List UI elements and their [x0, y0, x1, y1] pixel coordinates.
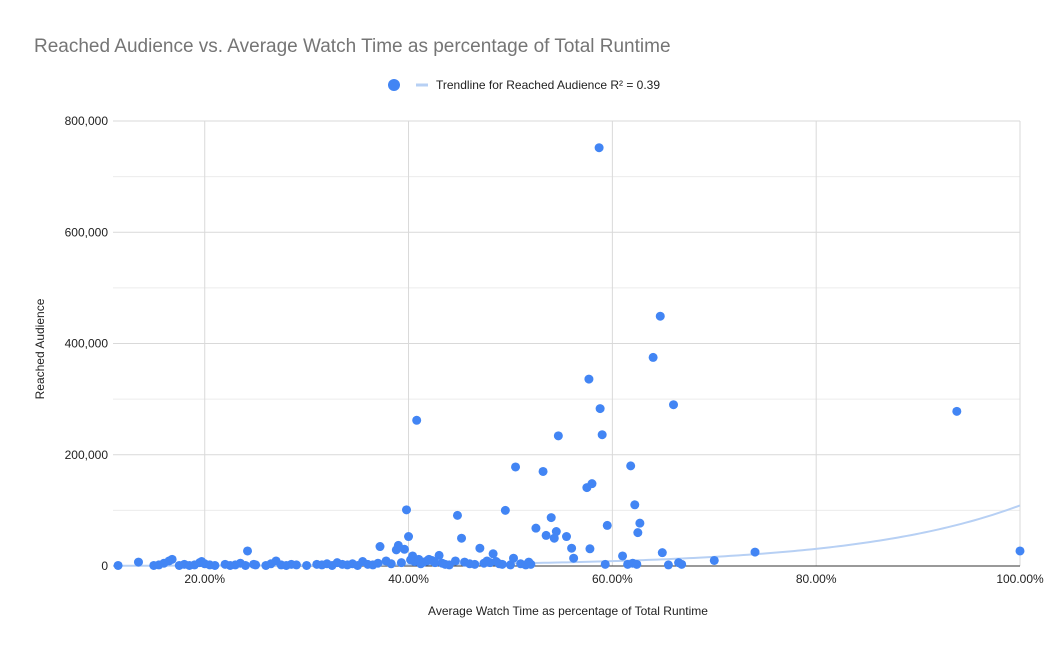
- data-point: [457, 533, 467, 543]
- data-point: [602, 520, 612, 530]
- y-axis-ticks: 0 200,000 400,000 600,000 800,000: [65, 114, 109, 573]
- legend-label-trendline: Trendline for Reached Audience R² = 0.39: [436, 78, 660, 92]
- data-point: [386, 559, 396, 569]
- data-point: [375, 542, 385, 552]
- x-axis-ticks: 20.00% 40.00% 60.00% 80.00% 100.00%: [184, 572, 1044, 586]
- data-point: [600, 559, 610, 569]
- y-tick-label: 400,000: [65, 337, 109, 351]
- data-point: [452, 510, 462, 520]
- data-point: [291, 560, 301, 570]
- data-point: [1015, 546, 1025, 556]
- data-point: [412, 415, 422, 425]
- y-tick-label: 200,000: [65, 448, 109, 462]
- data-point: [553, 431, 563, 441]
- data-point: [585, 544, 595, 554]
- data-point: [546, 513, 556, 523]
- data-point: [648, 352, 658, 362]
- data-point: [133, 557, 143, 567]
- data-point: [531, 523, 541, 533]
- y-tick-label: 800,000: [65, 114, 109, 128]
- data-point: [669, 400, 679, 410]
- data-point: [663, 560, 673, 570]
- data-point: [526, 559, 536, 569]
- data-point: [243, 546, 253, 556]
- data-point: [402, 505, 411, 515]
- legend: Trendline for Reached Audience R² = 0.39: [388, 78, 660, 92]
- data-point: [509, 553, 519, 563]
- data-point: [618, 551, 628, 561]
- x-tick-label: 60.00%: [592, 572, 633, 586]
- gridlines: [113, 120, 1021, 567]
- x-tick-label: 80.00%: [796, 572, 837, 586]
- data-point: [750, 547, 760, 557]
- chart-title: Reached Audience vs. Average Watch Time …: [34, 36, 671, 57]
- data-point: [404, 532, 414, 542]
- data-point: [396, 558, 406, 568]
- data-point: [497, 559, 507, 569]
- data-point: [569, 553, 579, 563]
- data-point: [551, 527, 561, 537]
- y-tick-label: 600,000: [65, 225, 109, 239]
- data-point: [635, 518, 645, 528]
- data-point: [567, 543, 577, 553]
- data-point: [595, 404, 605, 414]
- y-axis-title: Reached Audience: [33, 298, 47, 399]
- data-point: [488, 549, 498, 559]
- data-point: [626, 461, 636, 471]
- legend-marker-reached-audience: [388, 79, 400, 91]
- data-point: [594, 143, 604, 153]
- data-point: [434, 550, 444, 560]
- data-point: [562, 532, 571, 542]
- data-point: [657, 548, 667, 558]
- data-point: [632, 559, 642, 569]
- data-point: [709, 555, 719, 565]
- data-point: [470, 559, 480, 569]
- x-tick-label: 20.00%: [184, 572, 225, 586]
- x-tick-label: 100.00%: [996, 572, 1044, 586]
- data-point: [538, 466, 548, 476]
- data-point: [167, 554, 177, 564]
- data-point: [399, 544, 409, 554]
- data-point: [430, 558, 440, 568]
- data-point: [251, 560, 261, 570]
- data-point: [633, 528, 643, 538]
- data-point: [630, 500, 640, 510]
- data-point: [450, 556, 460, 566]
- data-point: [952, 406, 962, 416]
- data-point: [584, 374, 594, 384]
- data-point: [655, 311, 665, 321]
- data-point: [475, 543, 485, 553]
- data-point: [587, 479, 597, 489]
- y-tick-label: 0: [101, 559, 108, 573]
- data-points: [113, 143, 1025, 570]
- x-axis-title: Average Watch Time as percentage of Tota…: [428, 604, 708, 618]
- data-point: [210, 560, 220, 570]
- data-point: [677, 559, 687, 569]
- data-point: [500, 505, 510, 515]
- x-tick-label: 40.00%: [388, 572, 429, 586]
- data-point: [541, 530, 551, 540]
- data-point: [505, 560, 515, 570]
- data-point: [302, 560, 312, 570]
- data-point: [597, 430, 607, 440]
- data-point: [113, 560, 123, 570]
- data-point: [373, 558, 383, 568]
- data-point: [240, 560, 250, 570]
- data-point: [511, 462, 521, 472]
